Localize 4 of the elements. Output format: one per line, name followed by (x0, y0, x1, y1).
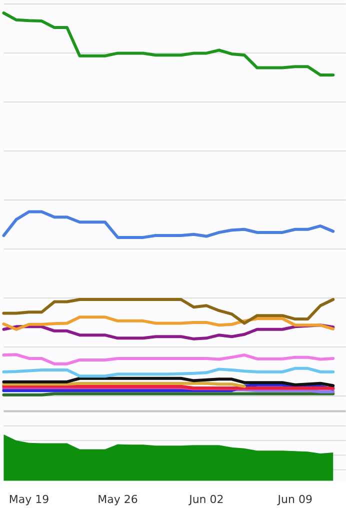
x-tick-label: May 19 (8, 493, 50, 506)
x-tick-label: May 26 (98, 493, 138, 506)
x-tick-label: Jun 09 (276, 493, 312, 506)
x-tick-label: Jun 02 (188, 493, 224, 506)
